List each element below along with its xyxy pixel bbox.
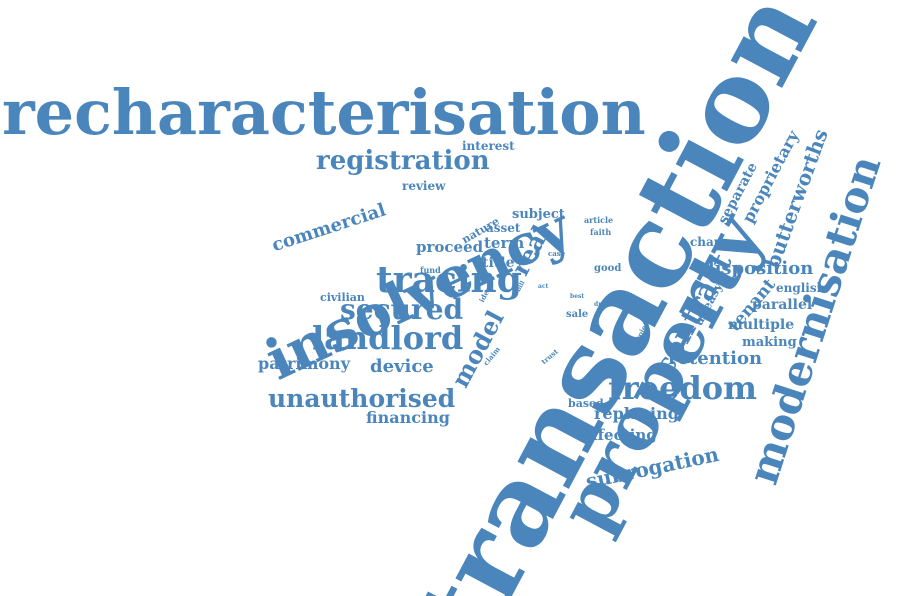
word-unauthorised: unauthorised — [268, 384, 456, 413]
word-commercial: commercial — [269, 199, 389, 257]
word-act: act — [538, 283, 549, 290]
word-asset: asset — [486, 221, 521, 235]
word-title: title — [482, 255, 515, 271]
word-affecting: affecting — [582, 426, 657, 444]
word-replacing: replacing — [594, 404, 679, 423]
word-civilian: civilian — [320, 291, 365, 304]
word-retention: retention — [668, 348, 763, 369]
word-case: case — [548, 249, 566, 258]
word-patrimony: patrimony — [258, 354, 350, 373]
word-term: term — [484, 234, 525, 252]
word-freedom: freedom — [608, 369, 757, 407]
word-registration: registration — [316, 146, 490, 176]
word-proceed: proceed — [416, 238, 484, 256]
word-interest: interest — [462, 139, 515, 153]
word-draft: draft — [594, 301, 611, 308]
word-best: best — [570, 293, 585, 300]
word-recharacterisation: recharacterisation — [2, 76, 646, 149]
word-disposition: disposition — [702, 258, 814, 279]
word-english: english — [776, 281, 826, 295]
word-based: based — [568, 397, 604, 410]
word-landlord: landlord — [312, 319, 464, 357]
word-multiple: multiple — [728, 317, 795, 333]
word-sale: sale — [566, 309, 589, 320]
word-article: article — [584, 215, 614, 225]
word-faith: faith — [590, 227, 612, 237]
word-subject: subject — [512, 207, 565, 222]
word-financing: financing — [366, 408, 450, 427]
word-charge: charge — [690, 235, 737, 249]
word-secured: secured — [340, 293, 464, 326]
word-bill: bill — [515, 279, 527, 293]
word-making: making — [742, 335, 797, 350]
word-device: device — [370, 356, 434, 377]
word-review: review — [402, 179, 446, 193]
word-fund: fund — [420, 265, 441, 275]
word-good: good — [594, 263, 622, 274]
word-parallel: parallel — [752, 297, 813, 313]
word-tracing: tracing — [376, 259, 522, 301]
